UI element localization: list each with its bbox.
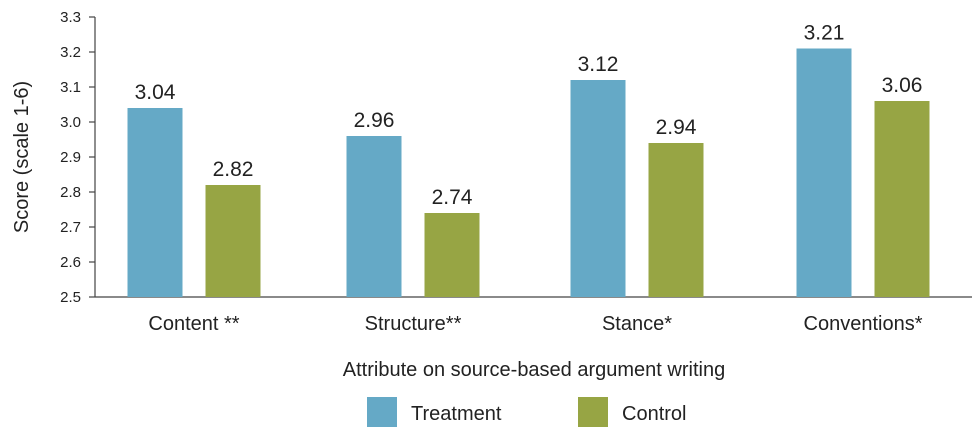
category-label: Conventions* xyxy=(804,313,923,335)
y-tick-label: 2.8 xyxy=(60,184,81,201)
y-tick-label: 3.2 xyxy=(60,44,81,61)
legend-label-treatment: Treatment xyxy=(411,403,502,425)
bar-value-label: 2.96 xyxy=(354,109,395,132)
y-tick-label: 3.1 xyxy=(60,79,81,96)
bar-treatment-2 xyxy=(570,80,626,297)
bar-value-label: 3.12 xyxy=(578,53,619,76)
legend-swatch-control xyxy=(578,397,608,427)
category-label: Stance* xyxy=(602,313,672,335)
bar-value-label: 2.82 xyxy=(213,158,254,181)
legend: Treatment Control xyxy=(367,397,686,427)
y-tick-label: 3.0 xyxy=(60,114,81,131)
x-axis-title: Attribute on source-based argument writi… xyxy=(343,359,725,381)
category-label: Content ** xyxy=(148,313,239,335)
category-label: Structure** xyxy=(365,313,462,335)
bar-value-labels: 3.04 2.82 2.96 2.74 3.12 2.94 3.21 3.06 xyxy=(135,22,923,210)
bar-control-0 xyxy=(205,185,261,297)
y-tick-label: 2.6 xyxy=(60,254,81,271)
bar-treatment-0 xyxy=(127,108,183,297)
bar-value-label: 2.74 xyxy=(432,186,473,209)
category-labels: Content ** Structure** Stance* Conventions* xyxy=(148,313,922,335)
y-tick-label: 2.9 xyxy=(60,149,81,166)
y-tick-label: 3.3 xyxy=(60,9,81,26)
bar-control-1 xyxy=(424,213,480,297)
bar-control-2 xyxy=(648,143,704,297)
legend-swatch-treatment xyxy=(367,397,397,427)
y-tick-label: 2.5 xyxy=(60,289,81,306)
bar-value-label: 3.06 xyxy=(882,74,923,97)
y-axis-title: Score (scale 1-6) xyxy=(11,81,33,233)
legend-label-control: Control xyxy=(622,403,686,425)
bar-treatment-1 xyxy=(346,136,402,297)
bar-value-label: 3.21 xyxy=(804,22,845,45)
bar-treatment-3 xyxy=(796,48,852,297)
bar-value-label: 2.94 xyxy=(656,116,697,139)
bar-control-3 xyxy=(874,101,930,297)
y-axis: 2.5 2.6 2.7 2.8 2.9 3.0 3.1 3.2 3.3 xyxy=(60,9,96,306)
bar-value-label: 3.04 xyxy=(135,81,176,104)
y-tick-label: 2.7 xyxy=(60,219,81,236)
bars xyxy=(127,48,930,297)
